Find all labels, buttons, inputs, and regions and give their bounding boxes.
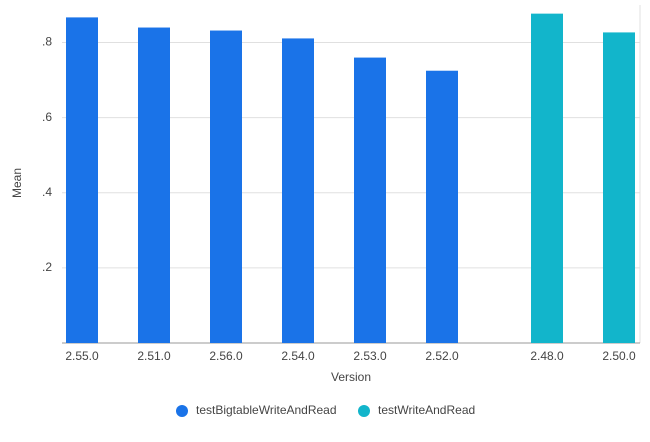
x-tick-label: 2.53.0 bbox=[353, 349, 387, 363]
bar bbox=[354, 57, 386, 343]
x-tick-label: 2.50.0 bbox=[602, 349, 636, 363]
bar bbox=[210, 30, 242, 343]
bar bbox=[138, 27, 170, 344]
legend-swatch bbox=[176, 405, 188, 417]
bar bbox=[531, 13, 563, 343]
x-tick-label: 2.54.0 bbox=[281, 349, 315, 363]
y-axis-title: Mean bbox=[10, 168, 24, 198]
bar bbox=[66, 17, 98, 343]
x-tick-label: 2.52.0 bbox=[425, 349, 459, 363]
bar bbox=[282, 38, 314, 344]
bar bbox=[426, 70, 458, 343]
x-axis-title: Version bbox=[331, 370, 371, 384]
legend-swatch bbox=[358, 405, 370, 417]
y-tick-label: .4 bbox=[42, 185, 52, 199]
x-tick-label: 2.56.0 bbox=[209, 349, 243, 363]
legend-label: testBigtableWriteAndRead bbox=[196, 403, 337, 417]
y-tick-label: .8 bbox=[42, 35, 52, 49]
bar bbox=[603, 32, 635, 343]
x-tick-label: 2.48.0 bbox=[530, 349, 564, 363]
x-tick-label: 2.51.0 bbox=[137, 349, 171, 363]
y-tick-label: .2 bbox=[42, 260, 52, 274]
y-tick-label: .6 bbox=[42, 110, 52, 124]
x-tick-label: 2.55.0 bbox=[65, 349, 99, 363]
legend-label: testWriteAndRead bbox=[378, 403, 475, 417]
